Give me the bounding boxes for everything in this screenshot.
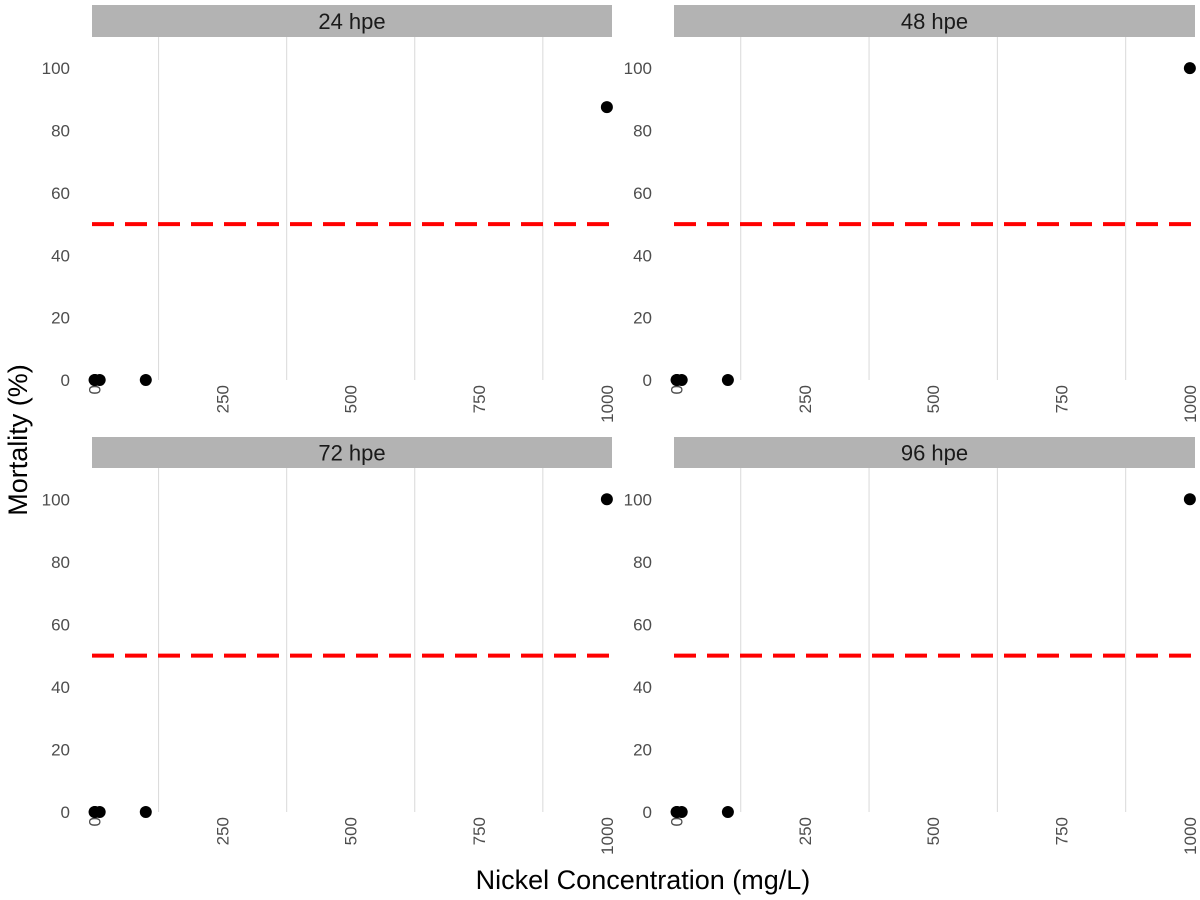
x-tick-label: 0 xyxy=(668,817,687,826)
y-tick-label: 40 xyxy=(51,678,70,697)
data-point xyxy=(600,101,613,114)
facet-label: 24 hpe xyxy=(318,9,385,34)
x-tick-label: 750 xyxy=(470,817,489,845)
facet-strip xyxy=(92,5,612,37)
data-point xyxy=(93,806,106,818)
facet-label: 96 hpe xyxy=(901,441,968,466)
y-tick-label: 20 xyxy=(51,740,70,759)
x-tick-label: 750 xyxy=(1053,385,1072,413)
y-axis-title: Mortality (%) xyxy=(3,364,33,516)
y-tick-label: 0 xyxy=(643,371,652,390)
data-point xyxy=(721,806,734,818)
x-tick-label: 500 xyxy=(924,385,943,413)
y-tick-label: 0 xyxy=(61,803,70,822)
x-tick-label: 250 xyxy=(796,385,815,413)
x-tick-label: 1000 xyxy=(1181,385,1200,423)
x-tick-label: 500 xyxy=(342,817,361,845)
data-point xyxy=(600,493,613,506)
x-tick-label: 250 xyxy=(796,817,815,845)
y-tick-label: 40 xyxy=(51,246,70,265)
x-tick-label: 0 xyxy=(668,385,687,394)
y-tick-label: 100 xyxy=(624,490,652,509)
y-tick-label: 80 xyxy=(633,553,652,572)
y-tick-label: 0 xyxy=(643,803,652,822)
y-tick-label: 100 xyxy=(42,59,70,78)
facet-strip xyxy=(92,437,612,468)
x-tick-label: 750 xyxy=(1053,817,1072,845)
y-tick-label: 20 xyxy=(633,309,652,328)
facet-label: 72 hpe xyxy=(318,441,385,466)
facet-strip xyxy=(674,5,1195,37)
y-tick-label: 100 xyxy=(42,490,70,509)
x-tick-label: 0 xyxy=(86,817,105,826)
x-tick-label: 1000 xyxy=(598,817,617,855)
y-tick-label: 40 xyxy=(633,678,652,697)
x-axis-title: Nickel Concentration (mg/L) xyxy=(476,865,811,895)
data-point xyxy=(93,374,106,386)
y-tick-label: 80 xyxy=(633,122,652,141)
x-tick-label: 750 xyxy=(470,385,489,413)
y-tick-label: 60 xyxy=(51,615,70,634)
x-tick-label: 250 xyxy=(214,385,233,413)
x-tick-label: 500 xyxy=(342,385,361,413)
data-point xyxy=(139,374,152,386)
facet-strip xyxy=(674,437,1195,468)
y-tick-label: 80 xyxy=(51,122,70,141)
x-tick-label: 500 xyxy=(924,817,943,845)
y-tick-label: 80 xyxy=(51,553,70,572)
x-tick-label: 1000 xyxy=(1181,817,1200,855)
y-tick-label: 60 xyxy=(51,184,70,203)
y-tick-label: 20 xyxy=(51,309,70,328)
y-tick-label: 60 xyxy=(633,184,652,203)
y-tick-label: 40 xyxy=(633,246,652,265)
data-point xyxy=(139,806,152,818)
data-point xyxy=(721,374,734,386)
y-tick-label: 60 xyxy=(633,615,652,634)
y-tick-label: 20 xyxy=(633,740,652,759)
data-point xyxy=(675,374,688,386)
y-tick-label: 100 xyxy=(624,59,652,78)
x-tick-label: 0 xyxy=(86,385,105,394)
y-tick-label: 0 xyxy=(61,371,70,390)
facet-label: 48 hpe xyxy=(901,9,968,34)
x-tick-label: 250 xyxy=(214,817,233,845)
data-point xyxy=(1183,62,1196,75)
x-tick-label: 1000 xyxy=(598,385,617,423)
data-point xyxy=(675,806,688,818)
data-point xyxy=(1183,493,1196,506)
